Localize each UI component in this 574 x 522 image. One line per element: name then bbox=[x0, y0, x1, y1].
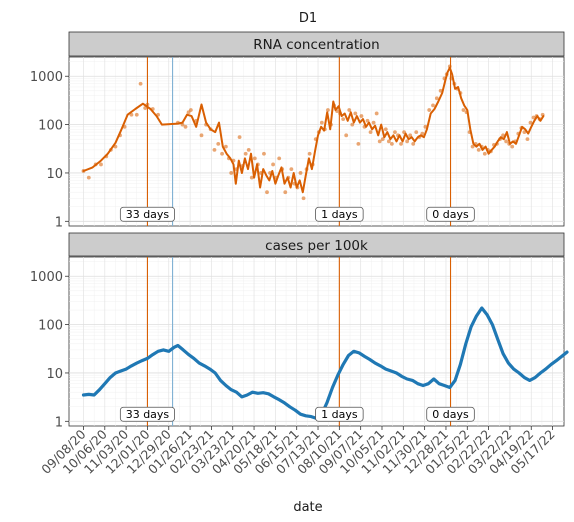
data-point bbox=[249, 175, 254, 180]
facet-panel: 1 10 100 1000 RNA concentration 33 days 1 days… bbox=[30, 31, 565, 230]
chart-title: D1 bbox=[299, 11, 317, 26]
data-point bbox=[353, 111, 358, 116]
data-point bbox=[246, 147, 251, 152]
data-point bbox=[377, 139, 382, 144]
y-tick-label: 100 bbox=[38, 319, 63, 334]
data-point bbox=[319, 120, 324, 125]
data-point bbox=[229, 171, 234, 175]
series-line bbox=[82, 66, 545, 194]
data-point bbox=[393, 130, 397, 134]
data-point bbox=[237, 135, 242, 140]
data-point bbox=[371, 120, 376, 125]
annotation-box bbox=[315, 406, 364, 422]
data-point bbox=[86, 175, 91, 180]
data-point bbox=[386, 139, 391, 144]
data-point bbox=[277, 156, 282, 161]
data-point bbox=[531, 115, 536, 120]
data-point bbox=[341, 117, 346, 121]
data-point bbox=[307, 151, 312, 156]
annotation-label: 1 days bbox=[321, 408, 358, 421]
panel-background bbox=[68, 256, 565, 427]
data-point bbox=[344, 133, 349, 138]
data-point bbox=[405, 139, 410, 144]
data-point bbox=[212, 147, 217, 152]
data-point bbox=[356, 141, 361, 146]
facet-strip bbox=[68, 31, 565, 57]
data-point bbox=[283, 190, 288, 195]
facets: 1 10 100 1000 RNA concentration 33 days 1 days… bbox=[30, 31, 569, 430]
data-point bbox=[265, 190, 269, 195]
data-point bbox=[223, 144, 228, 149]
facet-panel: 1 10 100 1000 cases per 100k 33 days 1 days 0 d… bbox=[30, 232, 569, 430]
data-point bbox=[347, 108, 352, 112]
facet-strip-label: RNA concentration bbox=[253, 37, 380, 53]
data-point bbox=[411, 141, 416, 146]
data-point bbox=[216, 141, 221, 146]
data-point bbox=[528, 120, 533, 125]
data-point bbox=[199, 133, 204, 138]
data-point bbox=[183, 124, 188, 129]
annotation-box bbox=[119, 406, 175, 422]
data-point bbox=[271, 162, 275, 167]
data-point bbox=[389, 141, 394, 146]
data-point bbox=[138, 81, 143, 86]
data-point bbox=[134, 112, 139, 117]
data-point bbox=[476, 147, 481, 152]
annotation-box bbox=[119, 206, 175, 222]
data-point bbox=[399, 141, 403, 146]
facet-strip-label: cases per 100k bbox=[265, 238, 368, 254]
data-point bbox=[461, 108, 466, 112]
annotation-label: 0 days bbox=[432, 208, 469, 221]
data-point bbox=[243, 151, 248, 156]
data-point bbox=[350, 122, 355, 127]
data-point bbox=[482, 151, 487, 156]
y-tick-label: 1000 bbox=[30, 270, 63, 285]
data-point bbox=[414, 130, 419, 134]
annotation-box bbox=[315, 206, 364, 222]
data-point bbox=[504, 139, 509, 144]
x-axis-label: date bbox=[293, 500, 322, 515]
y-tick-label: 10 bbox=[46, 367, 63, 382]
data-point bbox=[374, 111, 379, 116]
data-point bbox=[383, 127, 388, 132]
y-tick-label: 100 bbox=[38, 119, 63, 134]
data-point bbox=[525, 137, 530, 142]
data-point bbox=[365, 118, 370, 123]
y-tick-label: 10 bbox=[46, 167, 63, 182]
data-point bbox=[408, 133, 413, 138]
data-point bbox=[188, 108, 193, 112]
data-point bbox=[99, 162, 103, 167]
annotation-box bbox=[426, 206, 475, 222]
data-point bbox=[289, 167, 294, 172]
data-point bbox=[252, 156, 257, 161]
y-tick-label: 1 bbox=[55, 415, 63, 430]
data-point bbox=[359, 114, 364, 118]
facet-strip bbox=[68, 232, 565, 257]
annotation-label: 33 days bbox=[126, 208, 170, 221]
data-point bbox=[380, 137, 385, 142]
annotation-label: 0 days bbox=[432, 408, 469, 421]
annotation-box bbox=[426, 406, 475, 422]
data-point bbox=[326, 108, 330, 112]
annotation-label: 1 days bbox=[321, 208, 358, 221]
data-point bbox=[220, 151, 224, 156]
data-point bbox=[298, 171, 303, 175]
annotation-label: 33 days bbox=[126, 408, 170, 421]
data-point bbox=[301, 196, 306, 201]
data-point bbox=[434, 96, 439, 101]
data-point bbox=[262, 151, 266, 156]
x-axis: 09/08/2010/06/2011/03/2012/01/2012/29/20… bbox=[38, 426, 558, 477]
data-point bbox=[427, 108, 432, 112]
data-point bbox=[368, 130, 373, 134]
data-point bbox=[431, 103, 435, 108]
y-tick-label: 1 bbox=[55, 215, 63, 230]
data-point bbox=[470, 144, 475, 149]
y-tick-label: 1000 bbox=[30, 70, 63, 85]
data-point bbox=[510, 144, 515, 149]
